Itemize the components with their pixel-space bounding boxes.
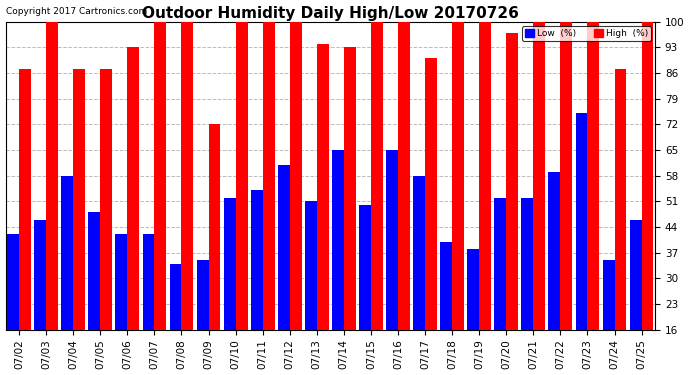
Bar — [630, 220, 642, 375]
Bar — [533, 22, 545, 375]
Bar — [170, 264, 181, 375]
Bar — [575, 113, 587, 375]
Bar — [100, 69, 112, 375]
Bar — [88, 213, 100, 375]
Bar — [224, 198, 235, 375]
Bar — [208, 124, 220, 375]
Bar — [479, 22, 491, 375]
Text: Copyright 2017 Cartronics.com: Copyright 2017 Cartronics.com — [6, 6, 147, 15]
Bar — [278, 165, 290, 375]
Bar — [549, 172, 560, 375]
Bar — [398, 22, 410, 375]
Bar — [359, 205, 371, 375]
Bar — [452, 22, 464, 375]
Bar — [494, 198, 506, 375]
Bar — [46, 22, 58, 375]
Title: Outdoor Humidity Daily High/Low 20170726: Outdoor Humidity Daily High/Low 20170726 — [142, 6, 519, 21]
Bar — [305, 201, 317, 375]
Bar — [467, 249, 479, 375]
Bar — [440, 242, 452, 375]
Bar — [73, 69, 85, 375]
Bar — [413, 176, 425, 375]
Bar — [506, 33, 518, 375]
Bar — [61, 176, 73, 375]
Bar — [235, 22, 248, 375]
Bar — [344, 47, 356, 375]
Bar — [602, 260, 615, 375]
Bar — [250, 190, 263, 375]
Bar — [332, 150, 344, 375]
Bar — [290, 22, 302, 375]
Bar — [425, 58, 437, 375]
Bar — [7, 234, 19, 375]
Bar — [155, 22, 166, 375]
Bar — [587, 22, 600, 375]
Bar — [371, 22, 383, 375]
Bar — [263, 22, 275, 375]
Bar — [317, 44, 328, 375]
Bar — [19, 69, 31, 375]
Bar — [615, 69, 627, 375]
Legend: Low  (%), High  (%): Low (%), High (%) — [522, 26, 651, 40]
Bar — [128, 47, 139, 375]
Bar — [115, 234, 128, 375]
Bar — [522, 198, 533, 375]
Bar — [642, 22, 653, 375]
Bar — [143, 234, 155, 375]
Bar — [197, 260, 208, 375]
Bar — [34, 220, 46, 375]
Bar — [560, 22, 572, 375]
Bar — [386, 150, 398, 375]
Bar — [181, 22, 193, 375]
